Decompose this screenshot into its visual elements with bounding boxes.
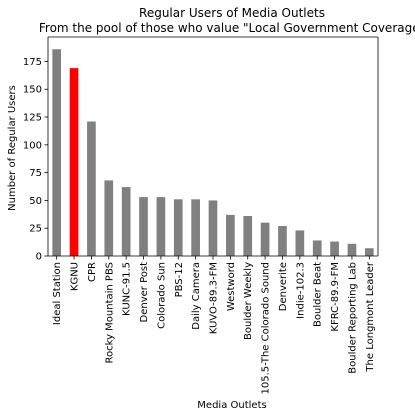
bar-kuvo-89-3-fm xyxy=(208,200,218,256)
x-tick-label-rocky-mountain-pbs: Rocky Mountain PBS xyxy=(104,262,115,363)
x-tick-label-kunc-91-5: KUNC-91.5 xyxy=(122,262,133,316)
bars-group xyxy=(52,49,374,257)
y-tick-label: 125 xyxy=(23,113,42,124)
x-tick-label-ideal-station: Ideal Station xyxy=(52,262,63,325)
y-tick-label: 25 xyxy=(29,224,42,235)
y-tick-label: 175 xyxy=(23,57,42,68)
x-axis-ticks: Ideal Station KGNU CPR Rocky Mountain PBS KU… xyxy=(52,256,376,394)
bar-cpr xyxy=(87,121,96,257)
x-tick-label-denver-post: Denver Post xyxy=(139,262,150,323)
x-tick-label-indie-102-3: Indie-102.3 xyxy=(295,262,306,319)
x-tick-label-westword: Westword xyxy=(226,262,237,311)
bar-boulder-beat xyxy=(312,240,322,256)
x-tick-label-daily-camera: Daily Camera xyxy=(191,262,202,330)
bar-westword xyxy=(226,214,235,256)
x-tick-label-105-5-the-colorado-sound: 105.5-The Colorado Sound xyxy=(261,262,272,394)
x-tick-label-denverite: Denverite xyxy=(278,262,289,311)
x-tick-label-kgnu: KGNU xyxy=(70,262,81,291)
bar-the-longmont-leader xyxy=(364,248,374,256)
y-tick-label: 75 xyxy=(29,168,42,179)
bar-boulder-reporting-lab xyxy=(347,243,357,256)
bar-ideal-station xyxy=(52,49,62,257)
bar-105-5-the-colorado-sound xyxy=(260,222,270,256)
y-axis-label: Number of Regular Users xyxy=(7,85,18,211)
chart-title: Regular Users of Media Outlets xyxy=(139,6,325,20)
bar-kgnu xyxy=(69,68,79,256)
y-tick-label: 100 xyxy=(23,140,42,151)
y-tick-label: 150 xyxy=(23,85,42,96)
x-tick-label-boulder-beat: Boulder Beat xyxy=(313,262,324,327)
chart-subtitle: From the pool of those who value "Local … xyxy=(39,21,415,35)
y-tick-label: 0 xyxy=(36,252,42,263)
bar-denver-post xyxy=(139,197,148,256)
x-tick-label-kuvo-89-3-fm: KUVO-89.3-FM xyxy=(209,262,220,334)
x-tick-label-boulder-reporting-lab: Boulder Reporting Lab xyxy=(347,262,358,374)
bar-colorado-sun xyxy=(156,197,166,256)
x-tick-label-pbs-12: PBS-12 xyxy=(174,262,185,297)
bar-boulder-weekly xyxy=(243,215,253,256)
bar-daily-camera xyxy=(191,199,200,256)
x-tick-label-cpr: CPR xyxy=(87,262,98,282)
bar-kunc-91-5 xyxy=(121,187,131,256)
y-tick-label: 50 xyxy=(29,196,42,207)
bar-kfrc-89-9-fm xyxy=(330,241,339,256)
x-tick-label-boulder-weekly: Boulder Weekly xyxy=(243,262,254,340)
x-axis-label: Media Outlets xyxy=(197,400,266,411)
bar-pbs-12 xyxy=(173,199,183,256)
x-tick-label-colorado-sun: Colorado Sun xyxy=(156,262,167,329)
bar-denverite xyxy=(278,225,287,256)
bar-rocky-mountain-pbs xyxy=(104,180,114,256)
x-tick-label-the-longmont-leader: The Longmont Leader xyxy=(365,261,376,372)
bar-indie-102-3 xyxy=(295,230,305,256)
y-axis-ticks: 0 25 50 75 100 125 150 175 xyxy=(23,57,48,263)
x-tick-label-kfrc-89-9-fm: KFRC-89.9-FM xyxy=(330,262,341,332)
